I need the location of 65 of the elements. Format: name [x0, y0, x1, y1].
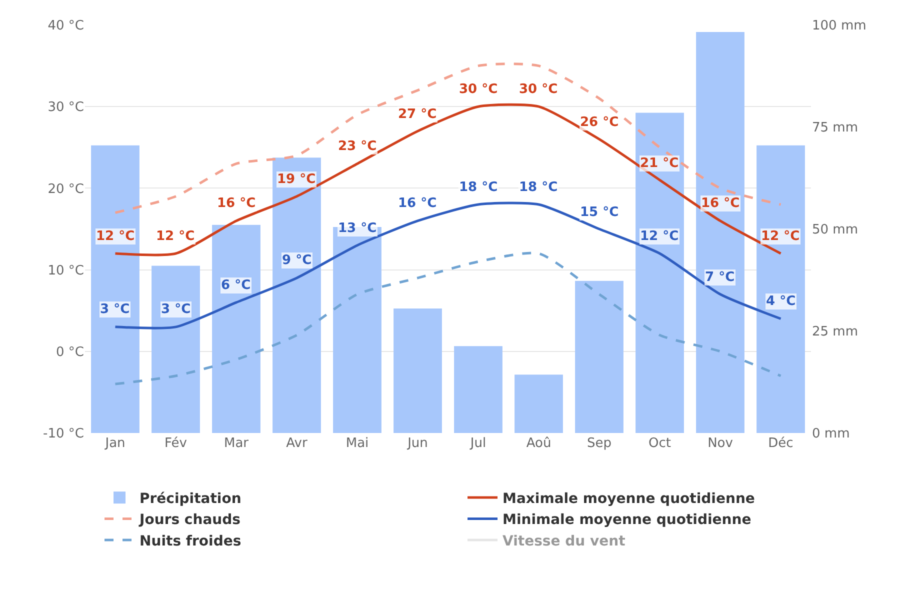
bar	[91, 145, 140, 433]
data-label: 4 °C	[766, 294, 796, 309]
y-tick-label: 30 °C	[48, 100, 84, 116]
data-label: 3 °C	[100, 302, 130, 317]
x-tick-label: Nov	[708, 436, 734, 451]
data-label: 21 °C	[640, 156, 679, 171]
x-tick-label: Jul	[469, 436, 486, 451]
legend-label: Vitesse du vent	[502, 533, 626, 550]
data-label: 15 °C	[580, 205, 619, 220]
y2-tick-label: 0 mm	[812, 426, 850, 442]
data-label: 16 °C	[701, 196, 740, 211]
bar	[394, 308, 442, 433]
x-tick-label: Mai	[346, 436, 369, 451]
bar	[636, 112, 684, 433]
x-tick-label: Jun	[406, 436, 428, 451]
data-label: 12 °C	[156, 229, 195, 244]
y-tick-label: 10 °C	[48, 263, 84, 278]
y-tick-label: 40 °C	[48, 18, 84, 34]
legend-label: Nuits froides	[140, 533, 242, 550]
x-tick-label: Jan	[104, 436, 126, 451]
y-tick-label: 20 °C	[48, 182, 84, 197]
data-label: 26 °C	[580, 115, 619, 130]
data-label: 18 °C	[519, 180, 558, 195]
bar	[514, 374, 563, 433]
y-tick-label: -10 °C	[43, 426, 84, 442]
data-label: 12 °C	[761, 229, 800, 244]
legend-label: Minimale moyenne quotidienne	[502, 512, 752, 528]
bar	[152, 266, 200, 433]
y2-tick-label: 25 mm	[812, 324, 858, 340]
data-label: 9 °C	[282, 253, 312, 268]
data-label: 3 °C	[161, 302, 191, 317]
bar	[212, 224, 260, 433]
line-series	[114, 252, 782, 386]
x-tick-label: Oct	[648, 436, 671, 451]
y2-tick-label: 50 mm	[812, 222, 858, 238]
bar	[575, 280, 624, 433]
bar	[454, 346, 502, 433]
x-tick-label: Sep	[586, 436, 612, 451]
bar	[756, 145, 805, 433]
data-label: 30 °C	[459, 82, 498, 97]
legend-label: Précipitation	[140, 491, 242, 508]
x-tick-label: Aoû	[526, 436, 552, 451]
data-label: 23 °C	[338, 139, 377, 154]
data-label: 7 °C	[705, 270, 735, 285]
data-label: 19 °C	[277, 172, 316, 187]
data-label: 30 °C	[519, 82, 558, 97]
legend-label: Jours chauds	[138, 512, 240, 528]
data-label: 16 °C	[217, 196, 256, 211]
y2-tick-label: 75 mm	[812, 120, 858, 136]
legend-label: Maximale moyenne quotidienne	[502, 491, 755, 508]
y-tick-label: 0 °C	[56, 344, 84, 360]
x-tick-label: Déc	[768, 436, 794, 451]
data-label: 6 °C	[221, 278, 251, 293]
x-tick-label: Avr	[286, 436, 308, 451]
data-label: 27 °C	[398, 107, 437, 122]
data-label: 12 °C	[640, 229, 679, 244]
x-tick-label: Mar	[224, 436, 250, 451]
bar	[696, 32, 744, 433]
data-label: 12 °C	[96, 229, 135, 244]
y2-tick-label: 100 mm	[812, 18, 866, 34]
data-label: 16 °C	[398, 196, 437, 211]
x-tick-label: Fév	[164, 436, 188, 451]
bar	[272, 158, 321, 433]
data-label: 18 °C	[459, 180, 498, 195]
data-label: 13 °C	[338, 221, 377, 236]
